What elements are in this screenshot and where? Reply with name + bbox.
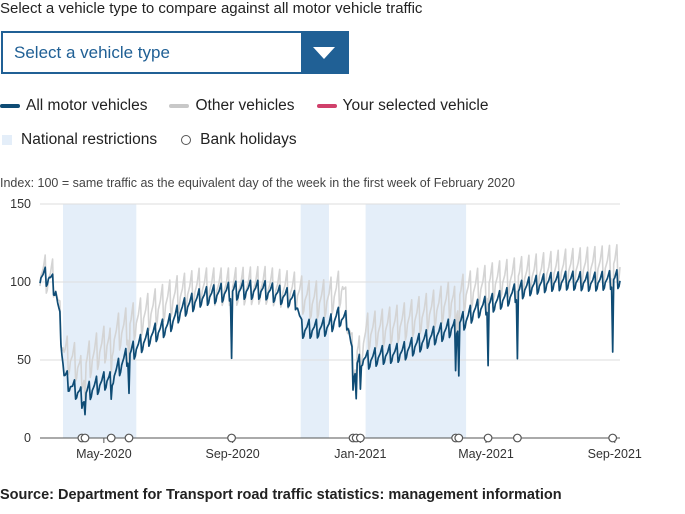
bank-holiday-marker <box>513 433 522 443</box>
legend-annotations: National restrictions Bank holidays <box>0 131 319 149</box>
legend-series: All motor vehicles Other vehicles Your s… <box>0 97 510 115</box>
legend-item-all-motor: All motor vehicles <box>0 97 147 115</box>
legend-swatch-restrictions <box>2 135 12 145</box>
x-tick-label: Sep-2020 <box>206 447 260 461</box>
y-tick-label: 50 <box>17 353 31 367</box>
bank-holiday-marker <box>483 433 493 443</box>
bank-holiday-marker <box>106 433 116 443</box>
vehicle-type-select[interactable]: Select a vehicle type <box>1 31 349 74</box>
traffic-index-chart: 0 50 100 150 May-2020 Sep-2020 Jan-2021 May-202… <box>10 197 642 461</box>
legend-item-holidays: Bank holidays <box>181 131 297 149</box>
selector-prompt: Select a vehicle type to compare against… <box>0 0 423 17</box>
bank-holiday-marker <box>454 433 464 443</box>
bank-holiday-marker <box>355 433 365 443</box>
x-tick-label: Jan-2021 <box>334 447 386 461</box>
bank-holiday-marker <box>227 433 236 443</box>
bank-holiday-marker <box>124 433 134 443</box>
legend-swatch-other <box>169 104 190 108</box>
legend-label-other: Other vehicles <box>195 97 295 114</box>
legend-label-restrictions: National restrictions <box>21 131 158 148</box>
legend-item-selected: Your selected vehicle <box>316 97 489 115</box>
chevron-down-icon <box>313 47 335 59</box>
legend-label-selected: Your selected vehicle <box>342 97 489 114</box>
legend-label-holidays: Bank holidays <box>200 131 297 148</box>
y-tick-label: 0 <box>24 431 31 445</box>
y-tick-label: 150 <box>10 197 31 211</box>
bank-holiday-marker <box>80 433 90 443</box>
x-tick-label: May-2020 <box>76 447 132 461</box>
legend-swatch-selected <box>316 104 337 108</box>
y-tick-label: 100 <box>10 275 31 289</box>
restriction-period-0 <box>63 204 137 438</box>
source-note: Source: Department for Transport road tr… <box>0 487 562 503</box>
circle-icon <box>181 135 192 145</box>
series-line-other <box>39 244 621 401</box>
vehicle-type-select-button[interactable] <box>301 33 347 72</box>
x-tick-label: Sep-2021 <box>588 447 642 461</box>
legend-swatch-all-motor <box>0 104 20 108</box>
series-line-all-motor <box>39 266 621 416</box>
vehicle-type-select-value: Select a vehicle type <box>14 43 170 62</box>
legend-item-restrictions: National restrictions <box>0 131 157 149</box>
legend-label-all-motor: All motor vehicles <box>26 97 148 114</box>
legend-item-other: Other vehicles <box>169 97 295 115</box>
index-note: Index: 100 = same traffic as the equival… <box>0 176 515 190</box>
x-tick-label: May-2021 <box>458 447 514 461</box>
bank-holiday-marker <box>608 433 618 443</box>
